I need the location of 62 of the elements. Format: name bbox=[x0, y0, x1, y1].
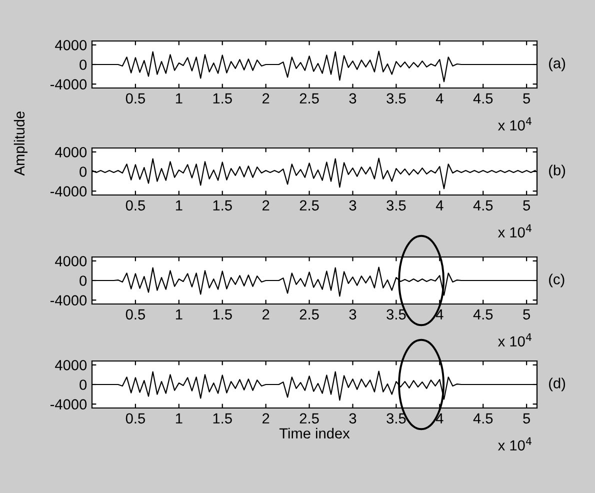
x-tick-label: 3.5 bbox=[386, 413, 406, 424]
text: x 10$^{4}$ bbox=[498, 333, 532, 347]
x-tick-label: 3 bbox=[349, 200, 356, 211]
x-tick-label: 2.5 bbox=[300, 93, 319, 104]
x-axis-title: Time index bbox=[279, 428, 350, 439]
x-tick-label: 0.5 bbox=[126, 93, 145, 104]
x-tick-label: 2 bbox=[262, 200, 270, 210]
x-tick-label: 1.5 bbox=[213, 413, 232, 424]
x-tick-label: 4 bbox=[436, 413, 444, 424]
x-tick-label: 2 bbox=[262, 309, 270, 320]
x-tick-label: 4.5 bbox=[473, 200, 493, 211]
y-tick-label: 0 bbox=[80, 166, 87, 177]
x-tick-label: 4 bbox=[436, 200, 444, 210]
x-tick-label: 1 bbox=[176, 93, 182, 104]
x-tick-label: 4.5 bbox=[473, 309, 493, 320]
x-tick-label: 3.5 bbox=[386, 93, 406, 104]
y-tick-label: 4000 bbox=[55, 40, 87, 50]
x-tick-label: 3 bbox=[349, 413, 356, 424]
y-tick-label: -4000 bbox=[50, 399, 87, 410]
x-tick-label: 3 bbox=[349, 93, 356, 104]
x-tick-label: 5 bbox=[523, 309, 530, 320]
x-tick-label: 3.5 bbox=[386, 309, 406, 320]
y-tick-label: 0 bbox=[80, 380, 87, 390]
x-tick-label: 1.5 bbox=[213, 93, 232, 104]
x-tick-label: 5 bbox=[523, 200, 530, 211]
x-tick-label: 3 bbox=[349, 309, 356, 320]
x-tick-label: 4 bbox=[436, 309, 444, 320]
text: (d) bbox=[549, 378, 566, 392]
x-tick-label: 0.5 bbox=[126, 309, 145, 320]
y-tick-label: -4000 bbox=[50, 295, 87, 306]
x-tick-label: 1 bbox=[176, 309, 182, 320]
x-tick-label: 1 bbox=[176, 413, 182, 424]
x-tick-label: 1.5 bbox=[213, 309, 232, 320]
x-tick-label: 2.5 bbox=[300, 309, 319, 320]
x-tick-label: 2 bbox=[262, 93, 270, 104]
text: (c) bbox=[549, 274, 564, 288]
text: x 10$^{4}$ bbox=[498, 437, 532, 451]
x-tick-label: 2.5 bbox=[300, 413, 319, 424]
x-tick-label: 1 bbox=[176, 200, 182, 210]
y-tick-label: 0 bbox=[80, 276, 87, 286]
x-tick-label: 1.5 bbox=[213, 200, 232, 211]
text: x 10$^{4}$ bbox=[498, 224, 532, 238]
x-tick-label: 5 bbox=[523, 413, 530, 424]
x-tick-label: 4 bbox=[436, 93, 444, 104]
y-tick-label: 4000 bbox=[55, 360, 87, 370]
x-tick-label: 2.5 bbox=[300, 200, 319, 211]
text: (b) bbox=[549, 164, 566, 178]
x-tick-label: 2 bbox=[262, 413, 270, 424]
y-tick-label: 0 bbox=[80, 60, 87, 70]
x-tick-label: 0.5 bbox=[126, 413, 145, 424]
text: (a) bbox=[549, 58, 566, 72]
y-tick-label: -4000 bbox=[50, 186, 87, 197]
x-tick-label: 5 bbox=[523, 93, 530, 104]
y-axis-title: Amplitude bbox=[14, 112, 28, 176]
y-tick-label: -4000 bbox=[50, 79, 87, 90]
x-tick-label: 4.5 bbox=[473, 93, 493, 104]
x-tick-label: 4.5 bbox=[473, 413, 493, 424]
y-tick-label: 4000 bbox=[55, 147, 87, 158]
x-tick-label: 0.5 bbox=[126, 200, 145, 211]
text: x 10$^{4}$ bbox=[498, 117, 532, 131]
x-tick-label: 3.5 bbox=[386, 200, 406, 211]
y-tick-label: 4000 bbox=[55, 256, 87, 266]
